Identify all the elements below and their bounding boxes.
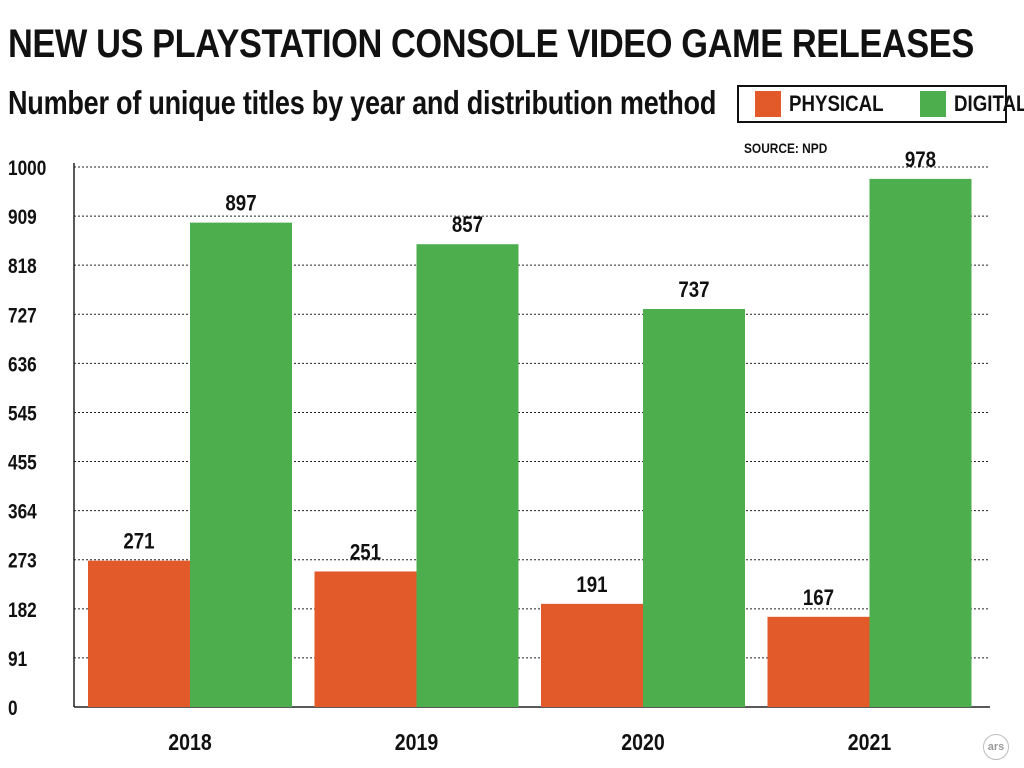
data-label-physical-2019: 251 xyxy=(350,541,381,565)
data-label-physical-2021: 167 xyxy=(803,587,834,611)
y-tick-label: 727 xyxy=(8,305,37,328)
data-label-digital-2021: 978 xyxy=(905,149,936,173)
y-tick-label: 818 xyxy=(8,256,37,279)
legend-label-physical: PHYSICAL xyxy=(789,91,884,116)
y-tick-label: 909 xyxy=(8,207,37,230)
y-tick-label: 364 xyxy=(8,501,37,524)
x-tick-label: 2019 xyxy=(395,730,439,756)
y-tick-label: 273 xyxy=(8,550,37,573)
bar-digital-2018 xyxy=(190,222,292,707)
bar-physical-2020 xyxy=(541,603,643,707)
legend-item-physical: PHYSICAL xyxy=(755,91,900,117)
chart-subtitle: Number of unique titles by year and dist… xyxy=(8,84,717,121)
bar-physical-2021 xyxy=(767,616,870,707)
data-label-physical-2020: 191 xyxy=(576,574,607,598)
x-tick-label: 2021 xyxy=(848,730,892,756)
chart-title: NEW US PLAYSTATION CONSOLE VIDEO GAME RE… xyxy=(8,22,974,66)
ars-logo: ars xyxy=(983,734,1009,760)
y-tick-label: 455 xyxy=(8,452,37,475)
data-label-digital-2019: 857 xyxy=(452,214,483,238)
bar-physical-2019 xyxy=(314,571,417,707)
legend-item-digital: DIGITAL xyxy=(920,91,1024,117)
legend-swatch-physical xyxy=(755,91,781,117)
y-tick-label: 0 xyxy=(8,698,18,721)
bar-physical-2018 xyxy=(88,560,190,707)
y-tick-label: 91 xyxy=(8,648,27,671)
x-tick-label: 2020 xyxy=(621,730,664,756)
x-tick-label: 2018 xyxy=(168,730,212,756)
y-tick-label: 545 xyxy=(8,403,37,426)
bar-digital-2019 xyxy=(416,244,519,707)
data-label-digital-2020: 737 xyxy=(678,279,709,303)
legend: PHYSICAL DIGITAL xyxy=(737,85,1024,123)
bar-digital-2021 xyxy=(869,178,972,707)
bar-digital-2020 xyxy=(643,309,745,707)
y-tick-label: 1000 xyxy=(8,158,46,181)
data-label-physical-2018: 271 xyxy=(123,530,154,554)
data-label-digital-2018: 897 xyxy=(225,192,256,216)
source-note: SOURCE: NPD xyxy=(744,140,828,156)
legend-swatch-digital xyxy=(920,91,947,117)
y-tick-label: 636 xyxy=(8,354,37,377)
legend-label-digital: DIGITAL xyxy=(954,91,1024,116)
y-tick-label: 182 xyxy=(8,599,37,622)
